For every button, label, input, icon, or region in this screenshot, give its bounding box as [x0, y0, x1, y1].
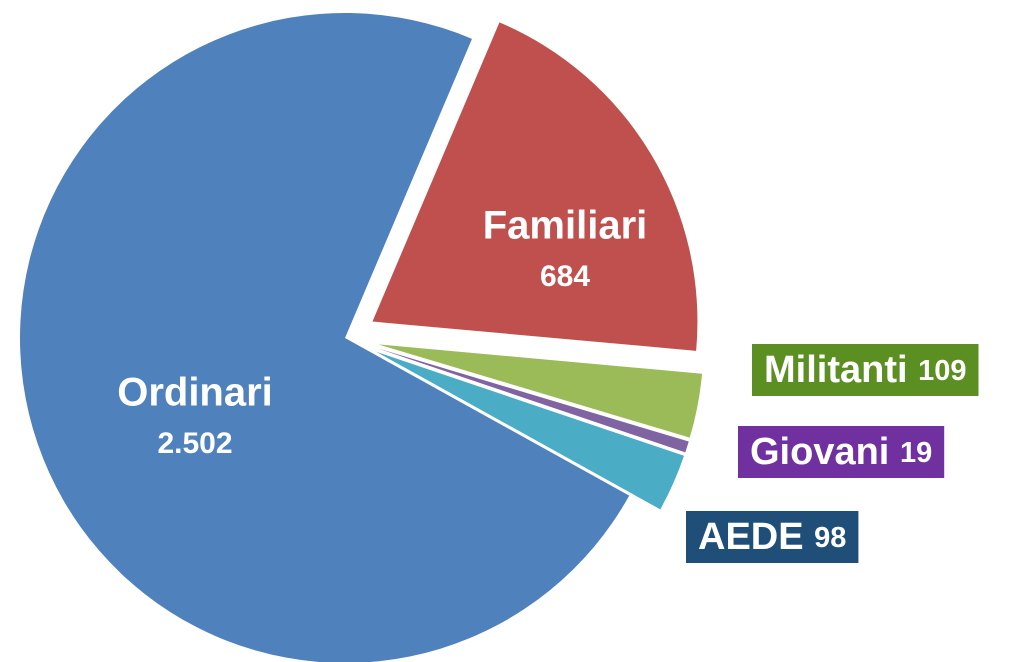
pie-slice	[20, 13, 630, 662]
category-name: Militanti	[764, 349, 908, 391]
pie-slice	[378, 344, 703, 438]
category-name: Giovani	[750, 431, 889, 473]
label-box: AEDE 98	[686, 511, 859, 563]
slice-label: Militanti 109	[764, 349, 967, 391]
slice-value: 19	[900, 437, 932, 469]
category-name: AEDE	[698, 516, 804, 558]
slice-label: Ordinari	[117, 371, 273, 415]
label-box-bg	[738, 426, 945, 478]
slice-value: 98	[814, 522, 846, 554]
pie-slice	[376, 351, 684, 510]
slice-label: Giovani 19	[750, 431, 932, 473]
slice-label: Familiari	[483, 204, 648, 248]
label-box-bg	[686, 511, 859, 563]
label-box-bg	[752, 344, 979, 396]
label-box: Giovani 19	[738, 426, 945, 478]
slice-value: 2.502	[157, 427, 232, 460]
label-box: Militanti 109	[752, 344, 979, 396]
slice-label: AEDE 98	[698, 516, 846, 558]
slice-value: 684	[540, 260, 590, 293]
pie-slice	[372, 22, 698, 351]
pie-slice	[377, 348, 689, 453]
slice-value: 109	[918, 355, 966, 387]
